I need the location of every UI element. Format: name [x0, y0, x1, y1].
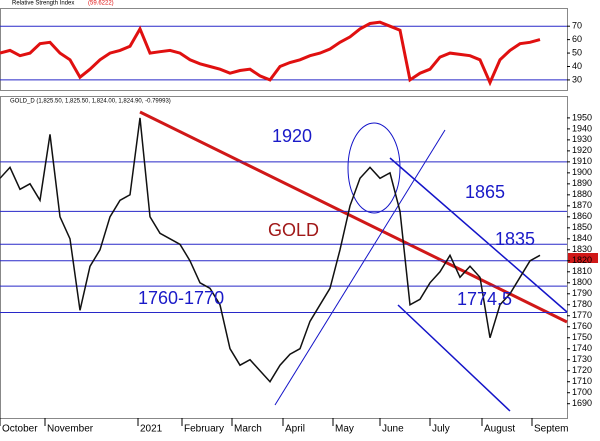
y-tick-label: 1920: [572, 145, 592, 155]
y-tick-label: 1790: [572, 288, 592, 298]
y-tick-label: 1810: [572, 266, 592, 276]
x-tick-label: May: [335, 424, 354, 435]
x-tick-label: February: [184, 424, 224, 435]
y-tick-label: 1700: [572, 387, 592, 397]
x-tick-label: March: [234, 424, 262, 435]
y-tick-label: 1860: [572, 211, 592, 221]
x-tick-label: November: [47, 424, 94, 435]
y-tick-label: 1740: [572, 343, 592, 353]
highlight-ellipse: [347, 122, 401, 214]
y-tick-label: 1900: [572, 167, 592, 177]
price-frame: [0, 96, 568, 419]
annotation: 1835: [495, 229, 535, 249]
y-tick-label: 50: [572, 47, 582, 57]
annotation: 1760-1770: [138, 288, 224, 308]
y-tick-label: 1720: [572, 365, 592, 375]
x-tick-label: August: [484, 424, 515, 435]
y-tick-label: 1800: [572, 277, 592, 287]
support-line: [274, 129, 446, 406]
y-tick-label: 1910: [572, 156, 592, 166]
y-tick-label: 1940: [572, 123, 592, 133]
y-tick-label: 1890: [572, 178, 592, 188]
y-tick-label: 1780: [572, 299, 592, 309]
rsi-subtitle: (59.6222): [88, 1, 114, 7]
y-tick-label: 1750: [572, 332, 592, 342]
y-tick-label: 1930: [572, 134, 592, 144]
y-tick-label: 1730: [572, 354, 592, 364]
y-tick-label: 1870: [572, 200, 592, 210]
y-tick-label: 30: [572, 74, 582, 84]
x-tick-label: April: [285, 424, 305, 435]
trend-line: [139, 110, 568, 324]
x-tick-label: June: [382, 424, 404, 435]
annotation: GOLD: [268, 220, 319, 240]
y-tick-label: 1880: [572, 189, 592, 199]
x-tick-label: October: [2, 424, 38, 435]
annotation: 1920: [272, 126, 312, 146]
y-tick-label: 1770: [572, 310, 592, 320]
y-tick-label: 1710: [572, 376, 592, 386]
channel-line: [397, 304, 511, 412]
x-tick-label: July: [432, 424, 450, 435]
price-tag: [568, 253, 598, 263]
y-tick-label: 1950: [572, 112, 592, 122]
rsi-title: Relative Strength Index: [12, 1, 74, 7]
y-tick-label: 1690: [572, 398, 592, 408]
y-tick-label: 70: [572, 21, 582, 31]
y-tick-label: 1850: [572, 222, 592, 232]
series-line: [0, 20, 541, 87]
y-tick-label: 1820: [572, 255, 592, 265]
annotation: 1774.5: [457, 289, 512, 309]
y-tick-label: 40: [572, 61, 582, 71]
annotation: 1865: [465, 182, 505, 202]
price-title: GOLD_D (1,825.50, 1,825.50, 1,824.00, 1,…: [10, 99, 171, 105]
y-tick-label: 1830: [572, 244, 592, 254]
x-tick-label: Septem: [534, 424, 568, 435]
y-tick-label: 1840: [572, 233, 592, 243]
x-tick-label: 2021: [140, 424, 163, 435]
series-line: [0, 117, 541, 383]
y-tick-label: 60: [572, 34, 582, 44]
y-tick-label: 1760: [572, 321, 592, 331]
rsi-frame: [0, 8, 568, 91]
